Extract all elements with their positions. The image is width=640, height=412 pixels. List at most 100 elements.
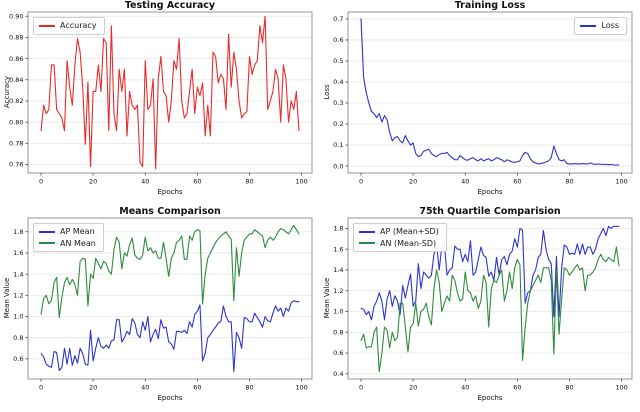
plot-border <box>347 217 633 380</box>
y-axis-label: Mean Value <box>3 277 11 319</box>
y-tick-label: 1.8 <box>13 228 23 236</box>
y-tick-label: 0.76 <box>9 161 23 169</box>
x-axis-label: Epochs <box>477 394 503 402</box>
x-tick-label: 0 <box>359 178 363 186</box>
series-line-ap-mean-sd- <box>360 225 620 321</box>
chart-means-comparison: 0.6 0.8 1.0 1.2 1.4 1.6 1.8 0 20 40 60 80 100 Means … <box>0 206 320 412</box>
x-axis-label: Epochs <box>477 188 503 196</box>
y-tick-label: 0.5 <box>333 57 343 65</box>
x-tick-label: 80 <box>565 178 573 186</box>
legend: Loss <box>574 17 627 35</box>
chart-title: 75th Quartile Comparision <box>419 206 561 217</box>
x-axis-label: Epochs <box>157 394 183 402</box>
y-tick-label: 0.0 <box>333 162 343 170</box>
plot-border <box>27 217 313 380</box>
y-tick-label: 0.4 <box>333 370 343 378</box>
y-tick-label: 0.6 <box>13 355 23 363</box>
y-tick-label: 0.78 <box>9 140 23 148</box>
y-tick-label: 0.86 <box>9 55 23 63</box>
x-tick-label: 80 <box>245 384 253 392</box>
y-tick-label: 0.1 <box>333 141 343 149</box>
y-tick-label: 1.8 <box>333 225 343 233</box>
x-tick-label: 100 <box>615 178 627 186</box>
x-tick-label: 20 <box>409 178 417 186</box>
legend: Accuracy <box>33 17 105 35</box>
x-axis-label: Epochs <box>157 188 183 196</box>
legend-label: AP (Mean+SD) <box>380 227 439 236</box>
x-tick-label: 20 <box>89 384 97 392</box>
y-tick-label: 1.2 <box>13 292 23 300</box>
series-line-an-mean <box>40 224 300 319</box>
legend-label: AN Mean <box>60 238 96 248</box>
x-tick-label: 20 <box>89 178 97 186</box>
x-tick-label: 60 <box>193 178 201 186</box>
legend-entry: AP Mean <box>39 226 96 238</box>
chart-75th-quartile-comparision: 0.4 0.6 0.8 1.0 1.2 1.4 1.6 1.8 0 20 40 60 80 100 75t… <box>320 206 640 412</box>
y-tick-label: 1.0 <box>13 313 23 321</box>
y-tick-label: 1.6 <box>13 249 23 257</box>
legend-label: AP Mean <box>60 227 95 236</box>
x-tick-label: 0 <box>39 384 43 392</box>
y-tick-label: 0.2 <box>333 120 343 128</box>
legend: AP Mean AN Mean <box>33 223 104 253</box>
x-tick-label: 0 <box>39 178 43 186</box>
plot-area-testing-accuracy: 0.76 0.78 0.80 0.82 0.84 0.86 0.88 0.90 0 20 40 60 8… <box>9 11 313 186</box>
y-tick-label: 1.2 <box>333 287 343 295</box>
legend-label: AN (Mean-SD) <box>380 238 437 248</box>
plot-area-training-loss: 0.0 0.1 0.2 0.3 0.4 0.5 0.6 0.7 0 20 40 60 80 100 <box>333 11 633 186</box>
chart-testing-accuracy: 0.76 0.78 0.80 0.82 0.84 0.86 0.88 0.90 0 20 40 60 8… <box>0 0 320 206</box>
chart-title: Training Loss <box>454 0 526 11</box>
y-tick-label: 1.0 <box>333 308 343 316</box>
legend-line-swatch <box>580 24 597 27</box>
y-axis-label: Loss <box>323 84 331 100</box>
y-tick-label: 0.3 <box>333 99 343 107</box>
x-tick-label: 60 <box>513 384 521 392</box>
y-tick-label: 0.7 <box>333 15 343 23</box>
x-tick-label: 60 <box>513 178 521 186</box>
series-line-an-mean-sd- <box>360 246 620 373</box>
x-tick-label: 40 <box>461 178 469 186</box>
y-tick-label: 0.8 <box>333 328 343 336</box>
y-tick-label: 0.82 <box>9 97 23 105</box>
y-tick-label: 1.6 <box>333 245 343 253</box>
x-tick-label: 60 <box>193 384 201 392</box>
chart-title: Testing Accuracy <box>124 0 216 11</box>
series-line-accuracy <box>40 15 300 170</box>
x-tick-label: 0 <box>359 384 363 392</box>
y-axis-label: Mean Value <box>323 277 331 319</box>
legend-entry: Accuracy <box>39 20 97 32</box>
y-tick-label: 0.4 <box>333 78 343 86</box>
y-tick-label: 0.84 <box>9 76 23 84</box>
x-tick-label: 40 <box>141 384 149 392</box>
series-line-ap-mean <box>40 300 300 373</box>
legend-entry: Loss <box>580 20 619 32</box>
y-tick-label: 1.4 <box>333 266 343 274</box>
legend-line-swatch <box>39 24 55 27</box>
y-axis-label: Accuracy <box>3 76 11 108</box>
plot-border <box>347 11 633 174</box>
y-tick-label: 0.8 <box>13 334 23 342</box>
legend-entry: AN Mean <box>39 238 96 250</box>
x-tick-label: 80 <box>565 384 573 392</box>
legend-line-swatch <box>359 242 375 245</box>
x-tick-label: 100 <box>615 384 627 392</box>
y-tick-label: 0.90 <box>9 12 23 20</box>
series-line-loss <box>360 18 620 166</box>
x-tick-label: 80 <box>245 178 253 186</box>
legend: AP (Mean+SD) AN (Mean-SD) <box>353 223 447 253</box>
legend-entry: AP (Mean+SD) <box>359 226 439 238</box>
legend-line-swatch <box>39 230 55 233</box>
chart-training-loss: 0.0 0.1 0.2 0.3 0.4 0.5 0.6 0.7 0 20 40 60 80 100 Tra… <box>320 0 640 206</box>
legend-entry: AN (Mean-SD) <box>359 238 439 250</box>
y-tick-label: 0.88 <box>9 34 23 42</box>
x-tick-label: 100 <box>295 178 307 186</box>
legend-line-swatch <box>359 230 375 233</box>
x-tick-label: 100 <box>295 384 307 392</box>
y-tick-label: 0.80 <box>9 118 23 126</box>
legend-label: Accuracy <box>60 21 97 30</box>
x-tick-label: 40 <box>141 178 149 186</box>
x-tick-label: 40 <box>461 384 469 392</box>
y-tick-label: 0.6 <box>333 36 343 44</box>
plot-border <box>27 11 313 174</box>
